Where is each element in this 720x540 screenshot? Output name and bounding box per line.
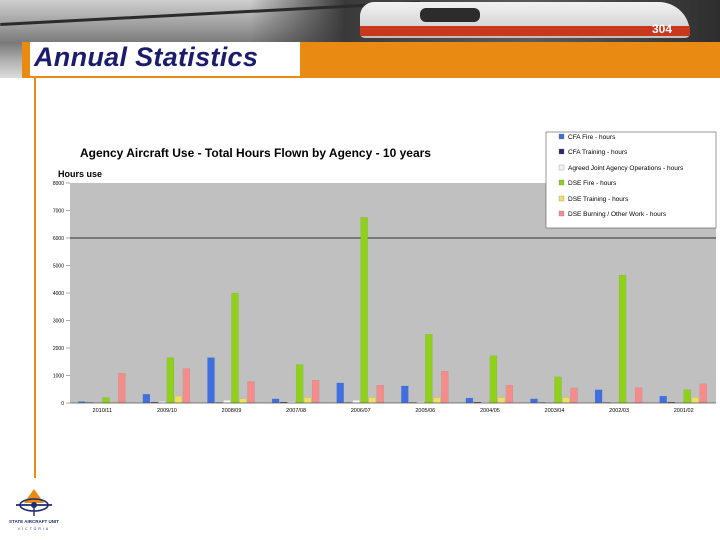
- bar: [174, 395, 183, 404]
- bar: [433, 397, 441, 404]
- bar: [231, 292, 239, 404]
- bar: [311, 380, 320, 404]
- bar: [465, 397, 474, 404]
- bar: [497, 397, 506, 404]
- x-tick-label: 2005/06: [415, 408, 435, 414]
- x-tick-label: 2006/07: [351, 408, 371, 414]
- bar: [441, 371, 449, 404]
- page-title: Annual Statistics: [34, 42, 259, 72]
- bar: [505, 384, 514, 404]
- bar: [489, 355, 498, 404]
- helicopter-stripe: [360, 26, 690, 36]
- y-tick-label: 0: [61, 401, 64, 407]
- legend-swatch: [558, 148, 565, 155]
- y-tick-label: 8000: [53, 181, 64, 187]
- x-tick-label: 2007/08: [286, 408, 306, 414]
- helicopter-registration: 304: [652, 22, 673, 36]
- bar: [659, 395, 667, 404]
- bar: [562, 397, 570, 404]
- legend-swatch: [558, 210, 565, 217]
- bar: [376, 384, 384, 404]
- bar: [166, 357, 175, 404]
- legend-label: DSE Fire - hours: [568, 180, 617, 187]
- y-tick-label: 7000: [53, 209, 64, 215]
- bar: [401, 385, 409, 404]
- legend-swatch: [558, 164, 565, 171]
- legend-label: DSE Burning / Other Work - hours: [568, 211, 667, 218]
- bar: [239, 398, 247, 404]
- x-tick-label: 2009/10: [157, 408, 177, 414]
- bar: [425, 334, 433, 404]
- bar: [530, 398, 538, 404]
- legend-swatch: [558, 179, 565, 186]
- x-tick-label: 2001/02: [674, 408, 694, 414]
- bar: [182, 368, 191, 404]
- bar: [247, 381, 255, 404]
- legend-box: [545, 131, 717, 229]
- title-background: [30, 42, 300, 76]
- bar: [336, 382, 344, 404]
- left-accent-rule: [34, 78, 36, 478]
- bar: [207, 357, 215, 404]
- x-tick-label: 2010/11: [93, 408, 112, 414]
- legend-label: Agreed Joint Agency Operations - hours: [568, 165, 684, 172]
- bar: [118, 373, 126, 404]
- bar: [102, 397, 110, 404]
- bar: [691, 397, 699, 404]
- bar: [352, 400, 360, 404]
- y-tick-label: 1000: [53, 374, 64, 380]
- x-tick-label: 2003/04: [545, 408, 565, 414]
- chart-legend: CFA Fire - hours CFA Training - hours Agre…: [545, 131, 717, 229]
- bar: [699, 383, 707, 404]
- y-tick-label: 5000: [53, 264, 64, 270]
- bar: [618, 274, 627, 404]
- bar: [634, 387, 643, 404]
- state-aircraft-unit-logo: STATE AIRCRAFT UNIT VICTORIA: [4, 485, 64, 537]
- bar: [360, 217, 368, 404]
- y-tick-label: 6000: [53, 236, 64, 242]
- x-axis-labels: 2010/11 2009/10 2008/09 2007/08 2006/07 2005/…: [93, 408, 694, 414]
- helicopter-window: [420, 8, 480, 22]
- bar-series: [78, 217, 707, 404]
- bar: [683, 389, 691, 404]
- y-tick-label: 3000: [53, 319, 64, 325]
- bar: [368, 397, 376, 404]
- bar: [223, 400, 231, 404]
- x-tick-label: 2008/09: [222, 408, 242, 414]
- x-tick-label: 2004/05: [480, 408, 500, 414]
- y-axis-ticks: 8000 7000 6000 5000 4000 3000 2000 1000 0: [53, 181, 716, 407]
- bar: [295, 364, 304, 404]
- legend-label: CFA Fire - hours: [568, 134, 616, 141]
- legend-label: CFA Training - hours: [568, 149, 628, 156]
- bar: [303, 397, 312, 404]
- bar: [271, 398, 280, 404]
- logo-subtext: VICTORIA: [17, 527, 51, 531]
- logo-emblem-icon: [16, 489, 52, 516]
- bar: [142, 394, 151, 404]
- bar: [570, 387, 578, 404]
- y-tick-label: 2000: [53, 346, 64, 352]
- legend-swatch: [558, 133, 565, 140]
- legend-label: DSE Training - hours: [568, 196, 629, 203]
- chart-title: Agency Aircraft Use - Total Hours Flown …: [80, 146, 431, 160]
- bar: [594, 389, 603, 404]
- legend-swatch: [558, 195, 565, 202]
- x-tick-label: 2002/03: [609, 408, 629, 414]
- y-axis-label: Hours use: [58, 169, 102, 179]
- logo-text: STATE AIRCRAFT UNIT: [9, 519, 59, 524]
- bar: [554, 376, 562, 404]
- y-tick-label: 4000: [53, 291, 64, 297]
